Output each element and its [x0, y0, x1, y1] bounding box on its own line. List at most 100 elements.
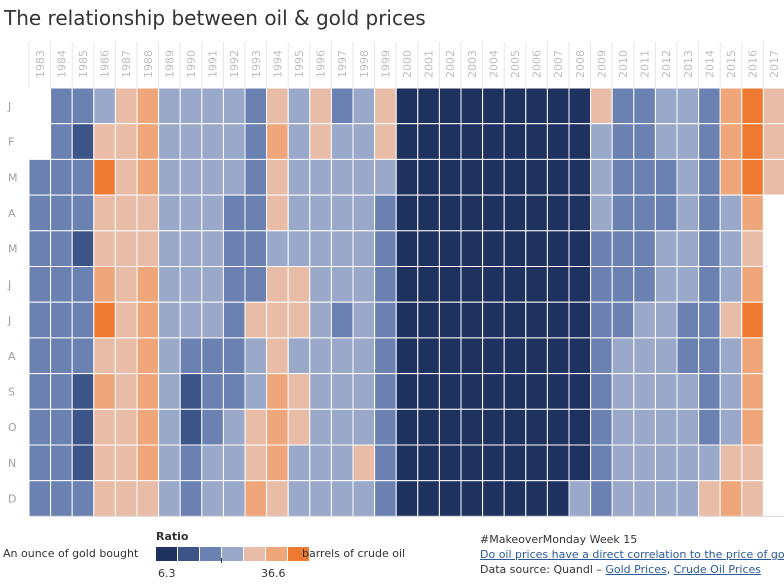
heatmap-cell[interactable]: [503, 123, 527, 160]
heatmap-cell[interactable]: [633, 230, 656, 268]
heatmap-cell[interactable]: [590, 373, 613, 410]
heatmap-cell[interactable]: [244, 444, 268, 482]
heatmap-cell[interactable]: [568, 480, 592, 517]
heatmap-cell[interactable]: [309, 444, 332, 482]
heatmap-cell[interactable]: [179, 301, 203, 339]
heatmap-cell[interactable]: [71, 123, 95, 160]
heatmap-cell[interactable]: [568, 123, 592, 160]
heatmap-cell[interactable]: [698, 230, 721, 268]
heatmap-cell[interactable]: [676, 408, 700, 446]
heatmap-cell[interactable]: [741, 408, 764, 446]
heatmap-cell[interactable]: [222, 301, 246, 339]
heatmap-cell[interactable]: [417, 337, 440, 375]
heatmap-cell[interactable]: [222, 337, 246, 375]
heatmap-cell[interactable]: [395, 337, 419, 375]
heatmap-cell[interactable]: [698, 87, 721, 125]
heatmap-cell[interactable]: [93, 337, 116, 375]
heatmap-cell[interactable]: [676, 123, 700, 160]
heatmap-cell[interactable]: [158, 337, 181, 375]
heatmap-cell[interactable]: [50, 480, 73, 517]
heatmap-cell[interactable]: [266, 230, 289, 268]
heatmap-cell[interactable]: [546, 301, 570, 339]
heatmap-cell[interactable]: [438, 373, 462, 410]
heatmap-cell[interactable]: [525, 158, 548, 196]
heatmap-cell[interactable]: [330, 373, 354, 410]
heatmap-cell[interactable]: [633, 87, 656, 125]
heatmap-cell[interactable]: [633, 337, 656, 375]
heatmap-cell[interactable]: [546, 408, 570, 446]
heatmap-cell[interactable]: [266, 194, 289, 232]
heatmap-cell[interactable]: [482, 373, 505, 410]
heatmap-cell[interactable]: [395, 123, 419, 160]
heatmap-cell[interactable]: [395, 373, 419, 410]
heatmap-cell[interactable]: [590, 158, 613, 196]
heatmap-cell[interactable]: [590, 87, 613, 125]
heatmap-cell[interactable]: [590, 480, 613, 517]
heatmap-cell[interactable]: [266, 337, 289, 375]
heatmap-cell[interactable]: [222, 408, 246, 446]
heatmap-cell[interactable]: [244, 158, 268, 196]
heatmap-cell[interactable]: [244, 337, 268, 375]
heatmap-cell[interactable]: [741, 194, 764, 232]
heatmap-cell[interactable]: [482, 480, 505, 517]
heatmap-cell[interactable]: [244, 301, 268, 339]
heatmap-cell[interactable]: [460, 158, 484, 196]
heatmap-cell[interactable]: [222, 266, 246, 303]
heatmap-cell[interactable]: [266, 480, 289, 517]
heatmap-cell[interactable]: [698, 444, 721, 482]
heatmap-cell[interactable]: [222, 87, 246, 125]
heatmap-cell[interactable]: [741, 373, 764, 410]
heatmap-cell[interactable]: [676, 87, 700, 125]
heatmap-cell[interactable]: [330, 337, 354, 375]
heatmap-cell[interactable]: [633, 158, 656, 196]
heatmap-cell[interactable]: [482, 123, 505, 160]
heatmap-cell[interactable]: [525, 194, 548, 232]
heatmap-cell[interactable]: [482, 337, 505, 375]
heatmap-cell[interactable]: [762, 408, 784, 446]
heatmap-cell[interactable]: [222, 444, 246, 482]
heatmap-cell[interactable]: [93, 194, 116, 232]
heatmap-cell[interactable]: [201, 444, 224, 482]
heatmap-cell[interactable]: [50, 266, 73, 303]
heatmap-cell[interactable]: [676, 480, 700, 517]
heatmap-cell[interactable]: [114, 158, 138, 196]
heatmap-cell[interactable]: [762, 337, 784, 375]
heatmap-cell[interactable]: [654, 444, 678, 482]
heatmap-cell[interactable]: [546, 194, 570, 232]
heatmap-cell[interactable]: [287, 158, 311, 196]
heatmap-cell[interactable]: [28, 158, 52, 196]
heatmap-cell[interactable]: [503, 158, 527, 196]
heatmap-cell[interactable]: [460, 373, 484, 410]
heatmap-cell[interactable]: [114, 480, 138, 517]
heatmap-cell[interactable]: [287, 87, 311, 125]
heatmap-cell[interactable]: [503, 87, 527, 125]
heatmap-cell[interactable]: [741, 230, 764, 268]
heatmap-cell[interactable]: [633, 373, 656, 410]
heatmap-cell[interactable]: [244, 373, 268, 410]
heatmap-cell[interactable]: [93, 408, 116, 446]
heatmap-cell[interactable]: [158, 408, 181, 446]
heatmap-cell[interactable]: [438, 87, 462, 125]
heatmap-cell[interactable]: [590, 408, 613, 446]
heatmap-cell[interactable]: [222, 480, 246, 517]
heatmap-cell[interactable]: [741, 301, 764, 339]
heatmap-cell[interactable]: [287, 230, 311, 268]
heatmap-cell[interactable]: [417, 266, 440, 303]
heatmap-cell[interactable]: [158, 158, 181, 196]
heatmap-cell[interactable]: [136, 87, 160, 125]
heatmap-cell[interactable]: [460, 337, 484, 375]
heatmap-cell[interactable]: [266, 444, 289, 482]
heatmap-cell[interactable]: [28, 480, 52, 517]
heatmap-cell[interactable]: [266, 158, 289, 196]
heatmap-cell[interactable]: [676, 158, 700, 196]
heatmap-cell[interactable]: [374, 444, 397, 482]
heatmap-cell[interactable]: [546, 444, 570, 482]
heatmap-cell[interactable]: [719, 123, 743, 160]
heatmap-cell[interactable]: [71, 230, 95, 268]
heatmap-cell[interactable]: [352, 158, 376, 196]
heatmap-cell[interactable]: [330, 158, 354, 196]
heatmap-cell[interactable]: [374, 373, 397, 410]
heatmap-cell[interactable]: [676, 230, 700, 268]
heatmap-cell[interactable]: [654, 194, 678, 232]
heatmap-cell[interactable]: [374, 123, 397, 160]
